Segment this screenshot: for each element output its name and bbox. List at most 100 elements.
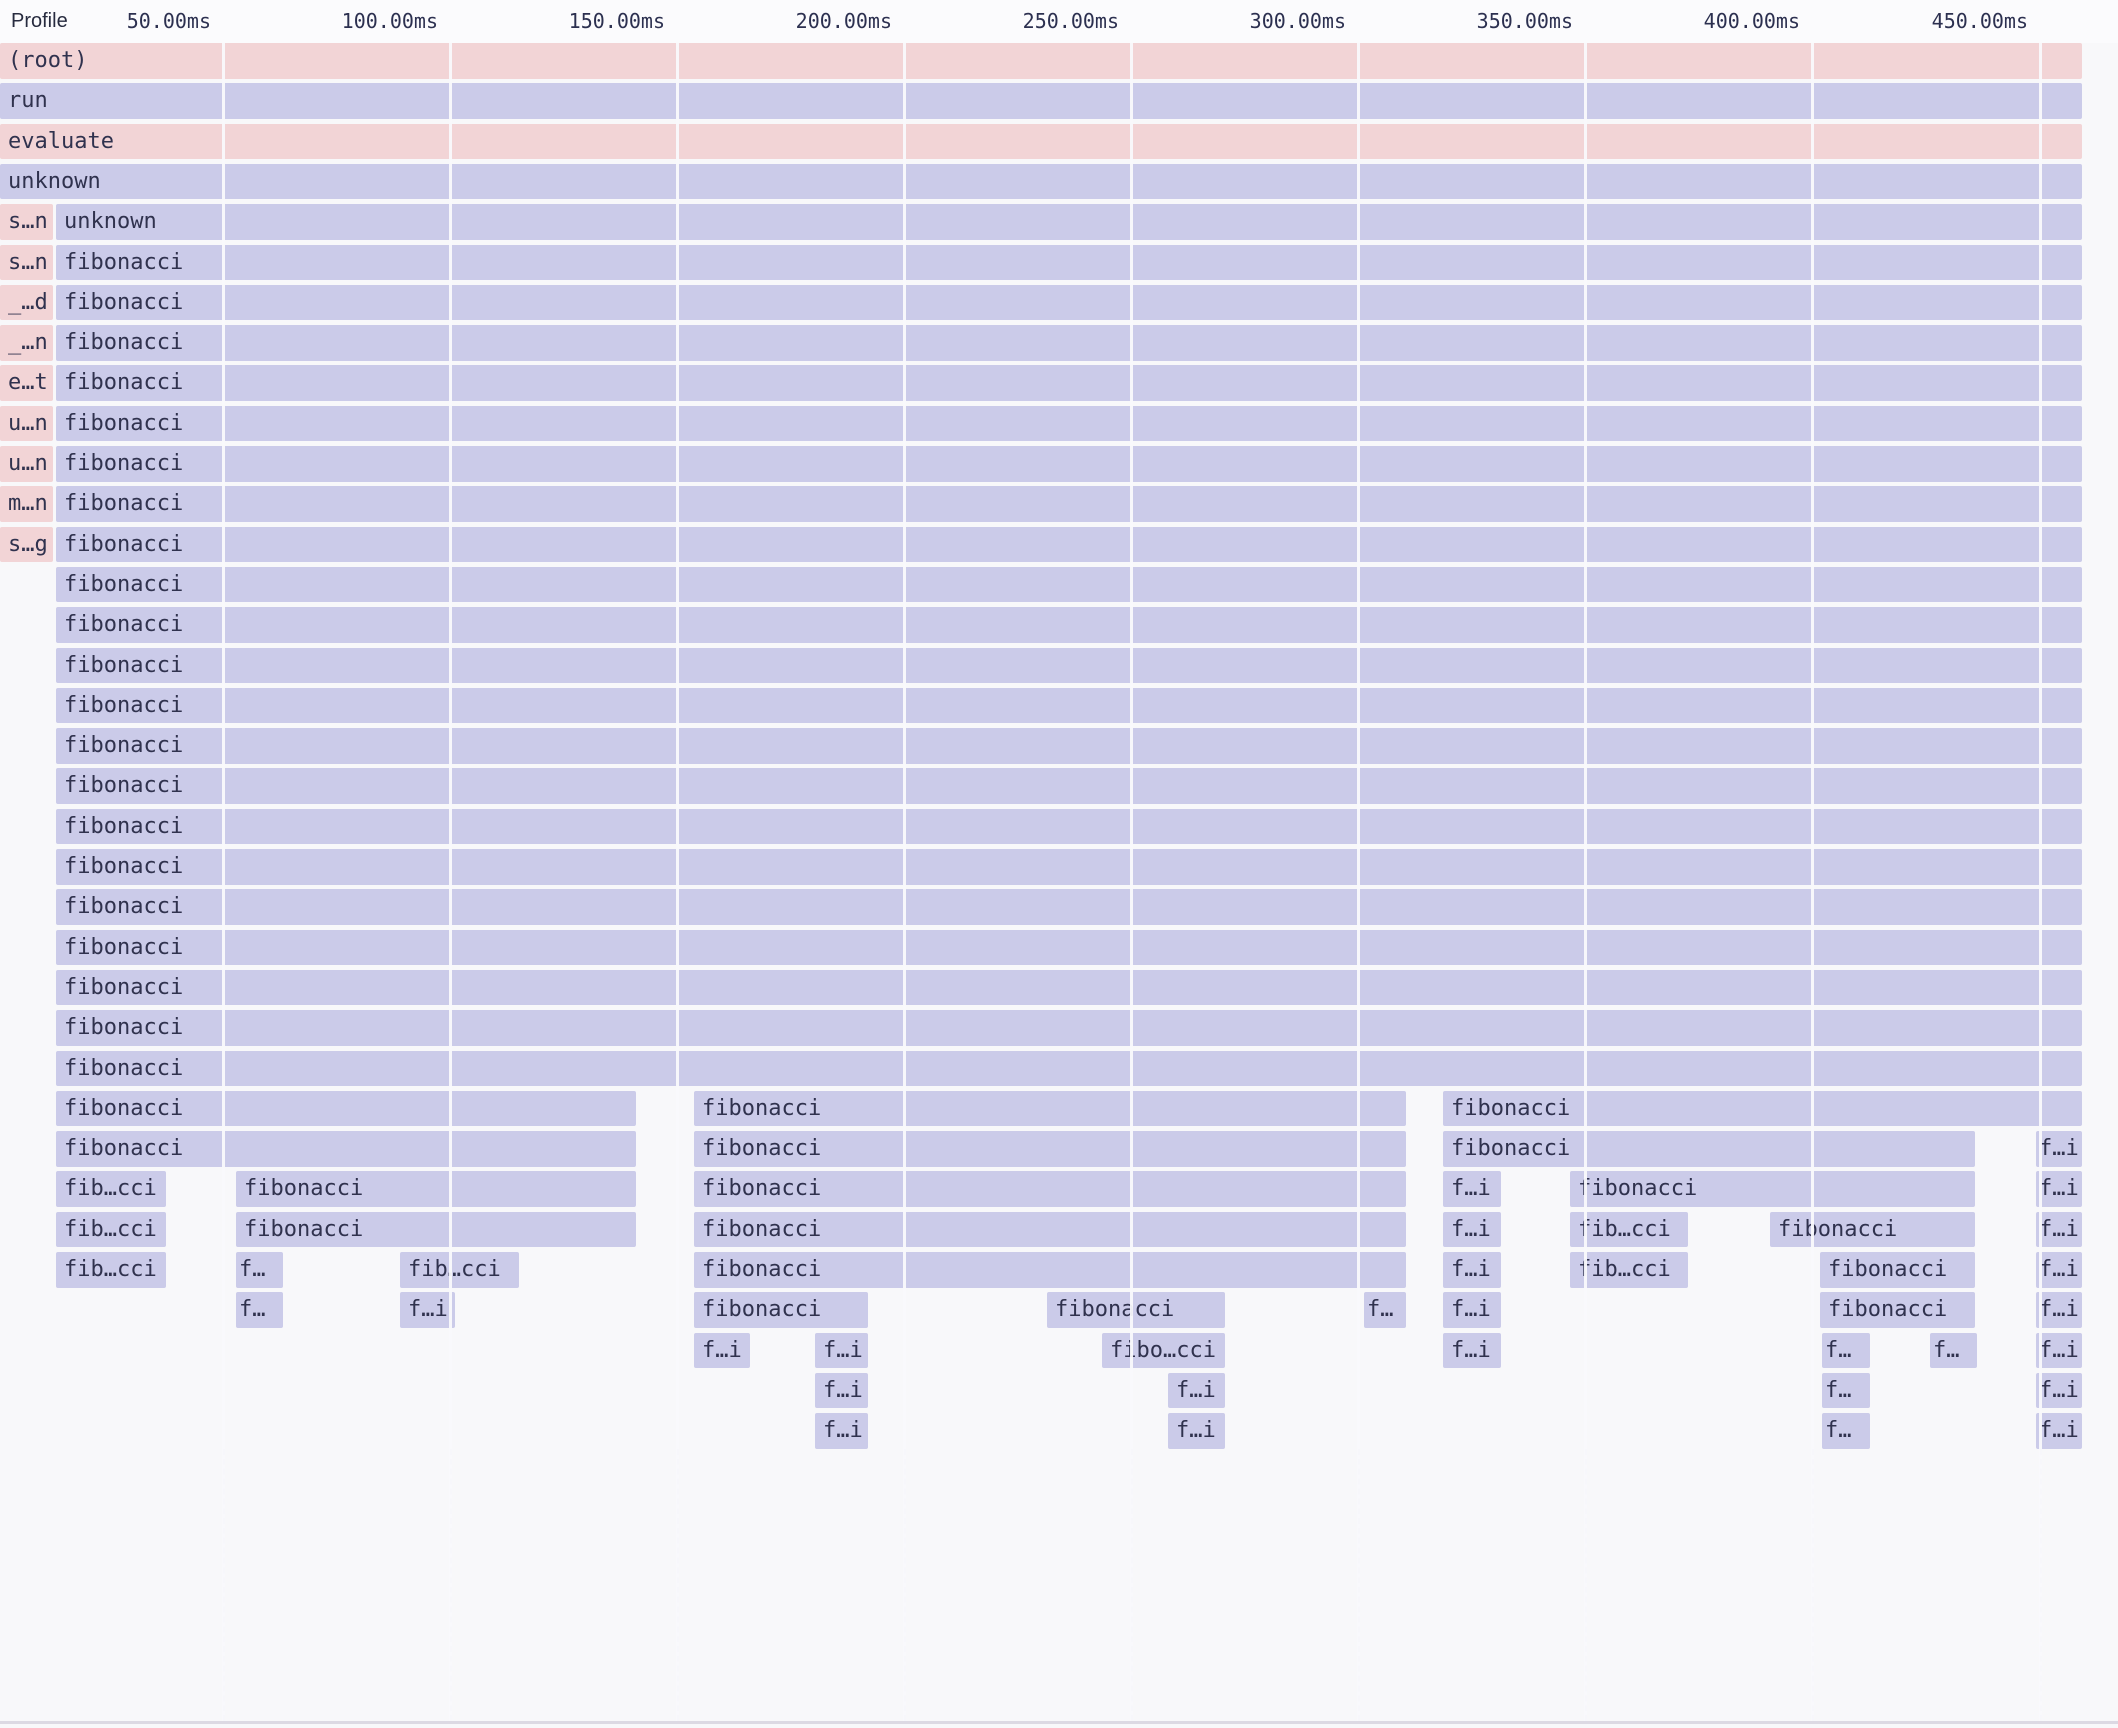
flame-frame[interactable]: f… xyxy=(236,1252,283,1288)
flame-frame[interactable]: f… xyxy=(1822,1332,1870,1369)
time-gridline-dashed xyxy=(1358,1449,1360,1721)
flame-frame[interactable]: fibonacci xyxy=(236,1211,636,1248)
flame-frame[interactable]: fibonacci xyxy=(56,566,2082,603)
flame-frame[interactable]: fibonacci xyxy=(694,1131,1406,1167)
flame-frame[interactable]: fib…cci xyxy=(56,1171,166,1207)
flame-frame[interactable]: fibonacci xyxy=(56,325,2082,361)
flame-frame[interactable]: fibonacci xyxy=(56,647,2082,683)
flame-frame[interactable]: f…i xyxy=(2036,1292,2082,1328)
flame-frame[interactable]: f…i xyxy=(2036,1372,2082,1409)
flame-frame[interactable]: fibonacci xyxy=(56,1010,2082,1046)
flame-frame[interactable]: u…n xyxy=(0,405,53,442)
flame-frame[interactable]: f…i xyxy=(1168,1413,1225,1449)
flame-frame[interactable]: fibonacci xyxy=(56,365,2082,401)
flame-frame[interactable]: fibonacci xyxy=(56,889,2082,925)
flame-frame[interactable]: fibonacci xyxy=(56,808,2082,845)
flame-frame[interactable]: fibonacci xyxy=(694,1090,1406,1127)
flame-frame[interactable]: f…i xyxy=(2036,1252,2082,1288)
flame-frame[interactable]: f… xyxy=(1364,1292,1406,1328)
flame-frame[interactable]: fibonacci xyxy=(56,768,2082,804)
time-tick-label: 100.00ms xyxy=(341,9,438,33)
flame-frame[interactable]: fibonacci xyxy=(56,1090,636,1127)
flame-frame[interactable]: f…i xyxy=(815,1372,868,1409)
flame-frame[interactable]: f… xyxy=(1822,1372,1870,1409)
time-gridline-dashed xyxy=(223,1449,225,1721)
flame-frame[interactable]: m…n xyxy=(0,486,53,522)
flame-frame[interactable]: fibonacci xyxy=(56,284,2082,321)
flame-frame[interactable]: _…d xyxy=(0,284,53,321)
time-gridline-dashed xyxy=(450,1449,452,1721)
flame-frame[interactable]: s…n xyxy=(0,204,53,240)
bottom-rule-line xyxy=(0,1721,2118,1724)
time-tick-label: 200.00ms xyxy=(795,9,892,33)
flame-frame[interactable]: fib…cci xyxy=(1570,1252,1688,1288)
flame-frame[interactable]: unknown xyxy=(56,204,2082,240)
time-tick-label: 300.00ms xyxy=(1249,9,1346,33)
flame-frame[interactable]: f…i xyxy=(1443,1252,1501,1288)
flame-frame[interactable]: fibonacci xyxy=(1820,1252,1975,1288)
flame-frame[interactable]: fibonacci xyxy=(56,687,2082,724)
flame-frame[interactable]: fibonacci xyxy=(56,244,2082,280)
flame-frame[interactable]: e…t xyxy=(0,365,53,401)
flame-frame[interactable]: fib…cci xyxy=(1570,1211,1688,1248)
flame-frame[interactable]: _…n xyxy=(0,325,53,361)
flame-frame[interactable]: fib…cci xyxy=(400,1252,519,1288)
time-tick-label: 450.00ms xyxy=(1931,9,2028,33)
flame-frame[interactable]: (root) xyxy=(0,43,2082,79)
flame-frame[interactable]: f…i xyxy=(815,1413,868,1449)
flame-frame[interactable]: u…n xyxy=(0,446,53,482)
flame-frame[interactable]: fibonacci xyxy=(694,1171,1406,1207)
flame-frame[interactable]: fibonacci xyxy=(56,728,2082,764)
flame-frame[interactable]: fibonacci xyxy=(56,486,2082,522)
flame-frame[interactable]: fibonacci xyxy=(1770,1211,1975,1248)
flame-frame[interactable]: f…i xyxy=(1168,1372,1225,1409)
flame-frame[interactable]: fibonacci xyxy=(1443,1090,2082,1127)
flame-frame[interactable]: f…i xyxy=(2036,1171,2082,1207)
flame-frame[interactable]: f…i xyxy=(2036,1413,2082,1449)
timeline-ruler: Profile 50.00ms 100.00ms 150.00ms 200.00ms 2… xyxy=(0,0,2118,43)
flame-frame[interactable]: f…i xyxy=(2036,1211,2082,1248)
flame-frame[interactable]: s…n xyxy=(0,244,53,280)
flame-frame[interactable]: fibonacci xyxy=(236,1171,636,1207)
time-tick-label: 150.00ms xyxy=(568,9,665,33)
flame-frame[interactable]: fibonacci xyxy=(694,1211,1406,1248)
flame-frame[interactable]: fibonacci xyxy=(56,969,2082,1006)
flame-frame[interactable]: f…i xyxy=(1443,1211,1501,1248)
flame-frame[interactable]: fibonacci xyxy=(56,929,2082,966)
flame-frame[interactable]: fibonacci xyxy=(56,1050,2082,1086)
time-tick-label: 50.00ms xyxy=(126,9,211,33)
flame-frame[interactable]: fibonacci xyxy=(56,526,2082,563)
flame-frame[interactable]: fibonacci xyxy=(56,607,2082,643)
flame-frame[interactable]: fibonacci xyxy=(694,1252,1406,1288)
flame-frame[interactable]: f…i xyxy=(1443,1171,1501,1207)
flame-frame[interactable]: fibonacci xyxy=(56,446,2082,482)
flame-frame[interactable]: f…i xyxy=(694,1332,750,1369)
flame-frame[interactable]: f… xyxy=(1930,1332,1977,1369)
flame-frame[interactable]: unknown xyxy=(0,163,2082,200)
flame-frame[interactable]: f…i xyxy=(815,1332,868,1369)
flame-frame[interactable]: fibonacci xyxy=(1443,1131,1975,1167)
flame-frame[interactable]: fibonacci xyxy=(56,1131,636,1167)
flame-frame[interactable]: f…i xyxy=(400,1292,455,1328)
flame-frame[interactable]: fib…cci xyxy=(56,1252,166,1288)
flame-frame[interactable]: f…i xyxy=(2036,1332,2082,1369)
flame-frame[interactable]: fibonacci xyxy=(1820,1292,1975,1328)
flame-frame[interactable]: fibonacci xyxy=(1047,1292,1225,1328)
flame-frame[interactable]: f… xyxy=(1822,1413,1870,1449)
flame-frame[interactable]: f… xyxy=(236,1292,283,1328)
flame-frame[interactable]: f…i xyxy=(1443,1292,1501,1328)
time-tick-label: 350.00ms xyxy=(1476,9,1573,33)
flame-frame[interactable]: f…i xyxy=(1443,1332,1501,1369)
time-gridline-dashed xyxy=(1131,1449,1133,1721)
flame-frame[interactable]: fibonacci xyxy=(694,1292,868,1328)
flame-frame[interactable]: fib…cci xyxy=(56,1211,166,1248)
flame-frame[interactable]: fibonacci xyxy=(56,849,2082,885)
flame-frame[interactable]: f…i xyxy=(2036,1131,2082,1167)
flame-frame[interactable]: s…g xyxy=(0,526,53,563)
flame-frame[interactable]: run xyxy=(0,83,2082,119)
flame-frame[interactable]: fibonacci xyxy=(1570,1171,1975,1207)
flame-frame[interactable]: evaluate xyxy=(0,123,2082,160)
flame-frame[interactable]: fibo…cci xyxy=(1102,1332,1225,1369)
flame-frame[interactable]: fibonacci xyxy=(56,405,2082,442)
